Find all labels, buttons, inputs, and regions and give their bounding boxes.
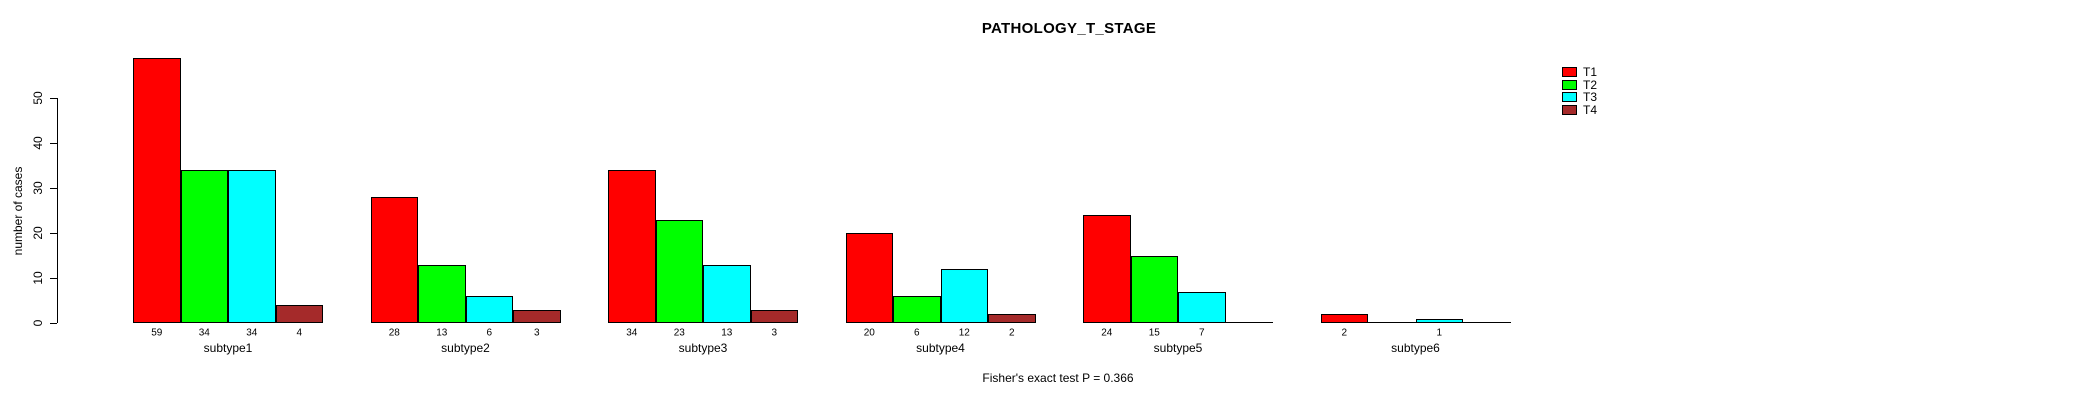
bar-value-label: 12 bbox=[958, 327, 970, 339]
bar-t2-subtype2 bbox=[418, 264, 466, 323]
bar-t4-subtype4 bbox=[988, 314, 1036, 323]
y-axis-tick bbox=[50, 278, 57, 279]
bar-value-label: 28 bbox=[388, 327, 400, 339]
bar-t4-subtype2 bbox=[513, 309, 561, 323]
bar-value-label: 3 bbox=[771, 327, 778, 339]
bar-value-label: 34 bbox=[198, 327, 210, 339]
legend-label-t1: T1 bbox=[1583, 65, 1598, 79]
x-category-label-subtype5: subtype5 bbox=[1153, 341, 1203, 355]
y-axis-line bbox=[57, 98, 58, 323]
y-axis-tick bbox=[50, 233, 57, 234]
bar-t1-subtype4 bbox=[845, 233, 893, 323]
bar-t2-subtype4 bbox=[893, 296, 941, 323]
bar-value-label: 6 bbox=[486, 327, 493, 339]
y-axis-tick-label: 40 bbox=[31, 136, 45, 150]
bar-t2-subtype1 bbox=[180, 170, 228, 323]
bar-t4-subtype3 bbox=[750, 309, 798, 323]
zero-bar-baseline bbox=[1368, 322, 1416, 323]
x-category-label-subtype6: subtype6 bbox=[1391, 341, 1440, 355]
bar-t2-subtype3 bbox=[655, 219, 703, 323]
bar-value-label: 15 bbox=[1148, 327, 1160, 339]
bar-value-label: 23 bbox=[673, 327, 685, 339]
bar-value-label: 59 bbox=[151, 327, 163, 339]
legend-swatch-t2 bbox=[1562, 79, 1577, 90]
zero-bar-baseline bbox=[1225, 322, 1273, 323]
legend-swatch-t1 bbox=[1562, 67, 1577, 77]
legend-label-t2: T2 bbox=[1583, 77, 1598, 92]
x-category-label-subtype1: subtype1 bbox=[203, 341, 253, 355]
bar-value-label: 2 bbox=[1341, 327, 1348, 339]
bar-value-label: 1 bbox=[1436, 327, 1443, 339]
y-axis-tick-label: 30 bbox=[31, 181, 45, 195]
bar-t3-subtype6 bbox=[1415, 318, 1463, 323]
legend-label-t4: T4 bbox=[1583, 103, 1598, 118]
bar-t3-subtype2 bbox=[465, 296, 513, 323]
bar-t3-subtype3 bbox=[703, 264, 751, 323]
y-axis-tick bbox=[50, 143, 57, 144]
bar-t3-subtype5 bbox=[1178, 291, 1226, 323]
bar-value-label: 24 bbox=[1101, 327, 1113, 339]
x-category-label-subtype4: subtype4 bbox=[916, 341, 965, 355]
y-axis-tick-label: 10 bbox=[31, 271, 45, 285]
legend-swatch-t4 bbox=[1562, 105, 1577, 116]
bar-value-label: 13 bbox=[721, 327, 733, 339]
bar-t2-subtype5 bbox=[1130, 255, 1178, 323]
bar-t1-subtype5 bbox=[1083, 215, 1131, 323]
y-axis-tick bbox=[50, 98, 57, 99]
bar-t1-subtype3 bbox=[608, 170, 656, 323]
bar-t3-subtype1 bbox=[228, 170, 276, 323]
bar-value-label: 13 bbox=[436, 327, 448, 339]
bar-value-label: 4 bbox=[296, 327, 303, 339]
zero-bar-baseline bbox=[1463, 322, 1511, 323]
bar-value-label: 34 bbox=[626, 327, 638, 339]
bar-value-label: 2 bbox=[1008, 327, 1015, 339]
x-category-label-subtype3: subtype3 bbox=[678, 341, 728, 355]
y-axis-tick-label: 0 bbox=[31, 319, 45, 327]
y-axis-tick bbox=[50, 323, 57, 324]
chart-title: PATHOLOGY_T_STAGE bbox=[981, 20, 1157, 37]
annotation-fisher-test: Fisher's exact test P = 0.366 bbox=[982, 371, 1134, 385]
bar-value-label: 6 bbox=[913, 327, 920, 339]
bar-t1-subtype6 bbox=[1320, 314, 1368, 323]
bar-t3-subtype4 bbox=[940, 269, 988, 323]
bar-value-label: 7 bbox=[1198, 327, 1205, 339]
bar-t4-subtype1 bbox=[275, 305, 323, 323]
y-axis-tick-label: 20 bbox=[31, 226, 45, 240]
bar-t1-subtype1 bbox=[133, 57, 181, 323]
bar-value-label: 3 bbox=[533, 327, 540, 339]
x-category-label-subtype2: subtype2 bbox=[441, 341, 490, 355]
y-axis-tick bbox=[50, 188, 57, 189]
legend-label-t3: T3 bbox=[1583, 90, 1598, 105]
bar-value-label: 20 bbox=[863, 327, 875, 339]
y-axis-tick-label: 50 bbox=[31, 91, 45, 105]
bar-value-label: 34 bbox=[246, 327, 258, 339]
legend-swatch-t3 bbox=[1562, 92, 1577, 103]
bar-t1-subtype2 bbox=[370, 197, 418, 323]
